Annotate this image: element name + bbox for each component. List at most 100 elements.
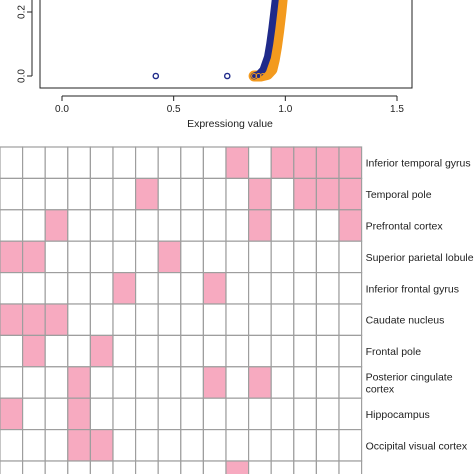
heatmap-cell <box>315 303 340 336</box>
heatmap-cell <box>157 272 182 305</box>
heatmap-cell <box>180 240 205 274</box>
heatmap-cell <box>202 146 227 179</box>
heatmap-cell <box>22 429 46 462</box>
heatmap-cell <box>248 460 272 474</box>
heatmap-cell <box>270 303 295 336</box>
heatmap-cell <box>248 397 272 431</box>
heatmap-cell <box>157 177 182 211</box>
heatmap-cell <box>89 177 114 211</box>
heatmap-cell <box>112 334 137 368</box>
heatmap-cell <box>135 209 159 242</box>
heatmap-cell <box>315 272 340 305</box>
heatmap-cell <box>270 177 295 211</box>
heatmap-cell <box>112 272 137 305</box>
row-label: cortex <box>366 384 395 396</box>
heatmap-cell <box>248 366 272 399</box>
heatmap-cell <box>338 303 363 336</box>
heatmap-cell <box>225 366 250 399</box>
heatmap-cell <box>89 460 114 474</box>
heatmap-cell <box>270 366 295 399</box>
plot-frame <box>39 0 413 89</box>
heatmap-cell <box>315 240 340 274</box>
heatmap-cell <box>0 177 24 211</box>
heatmap-cell <box>22 177 46 211</box>
heatmap-cell <box>0 366 24 399</box>
heatmap-cell <box>89 366 114 399</box>
heatmap-cell <box>135 460 159 474</box>
heatmap-cell <box>180 429 205 462</box>
heatmap-cell <box>315 177 340 211</box>
row-label: Inferior temporal gyrus <box>366 158 471 170</box>
heatmap-cell <box>157 397 182 431</box>
heatmap-cell <box>89 334 114 368</box>
heatmap-cell <box>338 240 363 274</box>
heatmap-cell <box>112 366 137 399</box>
heatmap-cell <box>225 303 250 336</box>
heatmap-cell <box>112 177 137 211</box>
row-label: Posterior cingulate <box>366 372 453 384</box>
heatmap-cell <box>338 146 363 179</box>
heatmap-cell <box>135 366 159 399</box>
heatmap-cell <box>89 209 114 242</box>
heatmap-cell <box>202 209 227 242</box>
heatmap-cell <box>202 272 227 305</box>
row-label: Inferior frontal gyrus <box>366 283 459 295</box>
heatmap-cell <box>44 460 69 474</box>
heatmap-cell <box>89 146 114 179</box>
heatmap-cell <box>248 429 272 462</box>
heatmap-cell <box>67 366 92 399</box>
row-label: Frontal pole <box>366 346 422 358</box>
heatmap-cell <box>22 460 46 474</box>
series-line <box>248 0 288 82</box>
heatmap-cell <box>22 209 46 242</box>
heatmap-cell <box>112 146 137 179</box>
heatmap-cell <box>44 397 69 431</box>
heatmap-cell <box>225 460 250 474</box>
heatmap-cell <box>135 177 159 211</box>
heatmap-cell <box>157 429 182 462</box>
heatmap-cell <box>112 209 137 242</box>
heatmap-cell <box>44 209 69 242</box>
heatmap-cell <box>338 366 363 399</box>
heatmap-cell <box>67 397 92 431</box>
x-axis-label: Expressiong value <box>187 118 273 130</box>
heatmap-cell <box>315 209 340 242</box>
heatmap-cell <box>22 303 46 336</box>
x-tick-label: 0.5 <box>167 104 181 115</box>
heatmap-cell <box>293 397 317 431</box>
x-tick-label: 1.0 <box>278 104 292 115</box>
heatmap-cell <box>225 177 250 211</box>
panel-a-line-plot: 0.0 0.5 1.0 1.5 Expressiong value 0.0 0.2 <box>17 0 413 130</box>
panel-b-heatmap: Inferior temporal gyrus Temporal pole Pref… <box>0 146 474 474</box>
heatmap-cell <box>0 429 24 462</box>
heatmap-cell <box>293 460 317 474</box>
heatmap-cell <box>225 334 250 368</box>
heatmap-cell <box>112 429 137 462</box>
heatmap-cell <box>157 334 182 368</box>
heatmap-cell <box>270 209 295 242</box>
heatmap-cell <box>338 272 363 305</box>
heatmap-cell <box>293 272 317 305</box>
heatmap-cell <box>0 460 24 474</box>
heatmap-cell <box>135 334 159 368</box>
heatmap-cell <box>270 334 295 368</box>
heatmap-cell <box>22 334 46 368</box>
heatmap-cell <box>180 397 205 431</box>
heatmap-cell <box>180 146 205 179</box>
scatter-point <box>223 72 231 80</box>
heatmap-cell <box>202 240 227 274</box>
heatmap-cell <box>338 460 363 474</box>
heatmap-cell <box>22 240 46 274</box>
heatmap-cell <box>248 177 272 211</box>
heatmap-cell <box>293 334 317 368</box>
heatmap-cell <box>202 429 227 462</box>
heatmap-cell <box>180 366 205 399</box>
heatmap-cell <box>67 177 92 211</box>
heatmap-cell <box>315 334 340 368</box>
heatmap-cell <box>315 397 340 431</box>
row-label: Temporal pole <box>366 189 432 201</box>
heatmap-cell <box>135 303 159 336</box>
heatmap-cell <box>44 146 69 179</box>
heatmap-cell <box>44 272 69 305</box>
